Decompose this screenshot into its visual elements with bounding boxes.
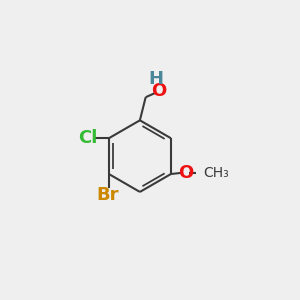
Text: CH₃: CH₃ bbox=[203, 166, 229, 180]
Text: Br: Br bbox=[97, 186, 119, 204]
Text: Cl: Cl bbox=[78, 129, 98, 147]
Text: O: O bbox=[178, 164, 194, 182]
Text: O: O bbox=[151, 82, 166, 100]
Text: H: H bbox=[148, 70, 164, 88]
